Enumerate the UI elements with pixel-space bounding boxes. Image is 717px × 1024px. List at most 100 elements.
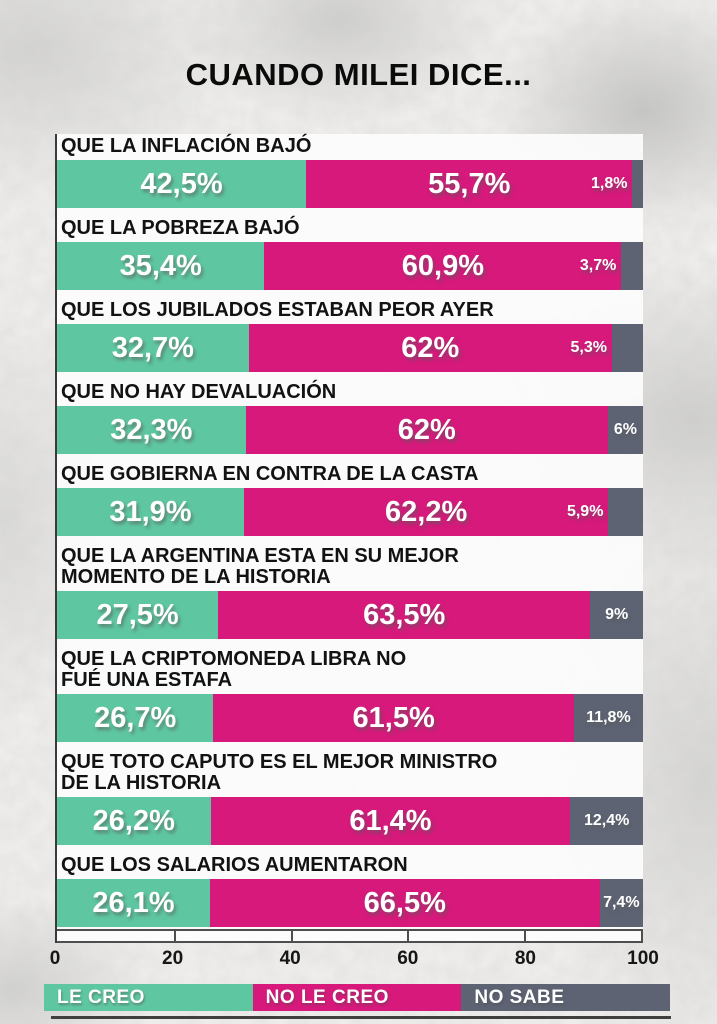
value-label-le-creo: 42,5% [140,168,223,200]
category-label: QUE LA CRIPTOMONEDA LIBRA NO FUÉ UNA EST… [61,648,407,691]
value-label-le-creo: 26,1% [92,887,175,919]
axis-label-80: 80 [514,948,536,969]
axis-label-0: 0 [49,948,61,969]
legend-label: NO SABE [474,986,565,1008]
value-label-no-sabe: 3,7% [579,257,617,274]
category-label: QUE LA ARGENTINA ESTA EN SU MEJOR MOMENT… [61,545,459,588]
bar-segment-le-creo: 35,4% [57,242,265,290]
legend-item-no-sabe: NO SABE [461,984,671,1011]
value-label-le-creo: 26,7% [94,702,177,734]
category-label: QUE LA POBREZA BAJÓ [61,217,300,239]
value-label-no-le-creo: 63,5% [363,599,446,631]
value-label-no-sabe: 9% [605,606,629,623]
stacked-bar: 31,9% 62,2% 5,9% [57,488,643,536]
value-label-le-creo: 32,3% [110,414,193,446]
bar-segment-no-sabe [621,242,643,290]
axis-tick-20 [173,931,176,941]
stacked-bar: 32,3% 62% 6% [57,406,643,454]
value-label-no-le-creo: 60,9% [401,250,484,282]
bar-segment-le-creo: 31,9% [57,488,244,536]
bar-segment-le-creo: 26,2% [57,797,211,845]
axis-label-40: 40 [279,948,301,969]
value-label-no-le-creo: 62% [397,414,456,446]
value-label-le-creo: 31,9% [109,496,192,528]
category-label: QUE LOS SALARIOS AUMENTARON [61,854,408,876]
x-axis [57,929,643,943]
bar-segment-no-sabe [611,324,643,372]
bar-segment-no-le-creo: 60,9% [264,242,622,290]
category-label: QUE GOBIERNA EN CONTRA DE LA CASTA [61,463,479,485]
category-label: QUE LA INFLACIÓN BAJÓ [61,135,312,157]
chart-row: QUE LA ARGENTINA ESTA EN SU MEJOR MOMENT… [57,544,643,639]
chart-area: QUE LA INFLACIÓN BAJÓ 42,5% 55,7% 1,8% Q… [50,134,659,976]
axis-tick-80 [524,931,527,941]
value-label-le-creo: 26,2% [92,805,175,837]
bar-segment-no-le-creo: 62% [245,406,608,454]
value-label-no-le-creo: 61,5% [352,702,435,734]
bar-segment-no-le-creo: 63,5% [218,591,591,639]
chart-row: QUE LOS SALARIOS AUMENTARON 26,1% 66,5% … [57,853,643,927]
legend-item-no-le-creo: NO LE CREO [252,984,462,1011]
bar-segment-no-le-creo: 62% [248,324,612,372]
legend-item-le-creo: LE CREO [44,984,253,1011]
bar-segment-no-le-creo: 62,2% [243,488,609,536]
legend-label: LE CREO [57,986,145,1008]
bar-segment-le-creo: 32,7% [57,324,249,372]
category-label: QUE TOTO CAPUTO ES EL MEJOR MINISTRO DE … [61,751,498,794]
stacked-bar: 26,7% 61,5% 11,8% [57,694,643,742]
value-label-no-sabe: 1,8% [590,175,628,192]
plot-area: QUE LA INFLACIÓN BAJÓ 42,5% 55,7% 1,8% Q… [55,134,643,943]
chart-row: QUE LOS JUBILADOS ESTABAN PEOR AYER 32,7… [57,298,643,372]
value-label-no-sabe: 11,8% [586,709,631,726]
chart-row: QUE LA CRIPTOMONEDA LIBRA NO FUÉ UNA EST… [57,647,643,742]
stacked-bar: 32,7% 62% 5,3% [57,324,643,372]
category-label: QUE NO HAY DEVALUACIÓN [61,381,337,403]
bar-segment-le-creo: 26,7% [57,694,214,742]
bottom-divider-line [51,1016,671,1019]
chart-row: QUE LA POBREZA BAJÓ 35,4% 60,9% 3,7% [57,216,643,290]
category-label: QUE LOS JUBILADOS ESTABAN PEOR AYER [61,299,494,321]
bar-segment-no-sabe [632,160,643,208]
value-label-no-sabe: 12,4% [583,812,630,829]
chart-row: QUE TOTO CAPUTO ES EL MEJOR MINISTRO DE … [57,750,643,845]
stacked-bar: 35,4% 60,9% 3,7% [57,242,643,290]
bar-segment-no-le-creo: 61,5% [213,694,574,742]
stacked-bar: 26,1% 66,5% 7,4% [57,879,643,927]
axis-label-100: 100 [627,948,659,969]
bar-segment-no-sabe [608,488,643,536]
bar-segment-no-le-creo: 66,5% [209,879,600,927]
legend: LE CREO NO LE CREO NO SABE [44,984,671,1011]
x-axis-labels: 0 20 40 60 80 100 [50,948,659,976]
bar-segment-le-creo: 42,5% [57,160,307,208]
bar-segment-no-le-creo: 55,7% [306,160,633,208]
value-label-le-creo: 32,7% [111,332,194,364]
stacked-bar: 27,5% 63,5% 9% [57,591,643,639]
chart-row: QUE NO HAY DEVALUACIÓN 32,3% 62% 6% [57,380,643,454]
value-label-no-sabe: 5,9% [566,503,604,520]
stacked-bar: 26,2% 61,4% 12,4% [57,797,643,845]
legend-label: NO LE CREO [265,986,389,1008]
axis-label-20: 20 [162,948,184,969]
chart-row: QUE LA INFLACIÓN BAJÓ 42,5% 55,7% 1,8% [57,134,643,208]
bar-segment-le-creo: 27,5% [57,591,219,639]
axis-label-60: 60 [397,948,419,969]
axis-tick-60 [407,931,410,941]
value-label-le-creo: 27,5% [96,599,179,631]
value-label-no-le-creo: 55,7% [428,168,511,200]
chart-row: QUE GOBIERNA EN CONTRA DE LA CASTA 31,9%… [57,462,643,536]
value-label-no-le-creo: 66,5% [363,887,446,919]
axis-tick-40 [290,931,293,941]
value-label-no-le-creo: 62,2% [385,496,468,528]
value-label-no-sabe: 5,3% [570,339,607,356]
value-label-no-le-creo: 62% [401,332,460,364]
bar-segment-le-creo: 26,1% [57,879,210,927]
stacked-bar: 42,5% 55,7% 1,8% [57,160,643,208]
bar-segment-no-le-creo: 61,4% [210,797,571,845]
page-title: CUANDO MILEI DICE... [185,56,532,92]
chart-rows: QUE LA INFLACIÓN BAJÓ 42,5% 55,7% 1,8% Q… [57,134,643,927]
value-label-no-sabe: 7,4% [603,894,640,911]
bar-segment-le-creo: 32,3% [57,406,246,454]
value-label-no-sabe: 6% [613,421,638,438]
value-label-le-creo: 35,4% [119,250,202,282]
